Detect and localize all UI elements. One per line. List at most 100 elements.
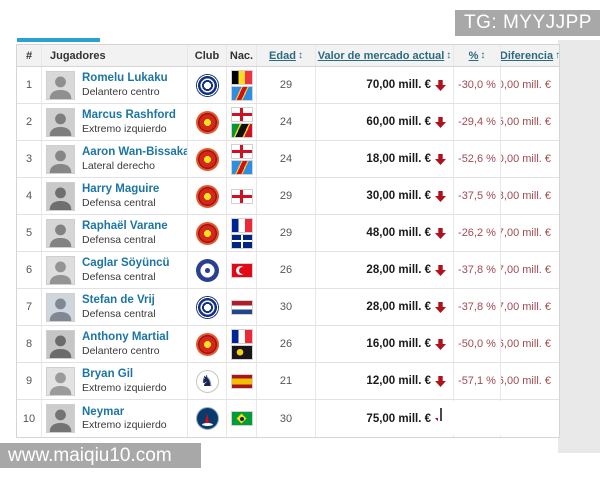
player-name-link[interactable]: Caglar Söyüncü	[82, 257, 170, 270]
player-avatar	[46, 255, 75, 285]
market-value: 28,00 mill. €	[366, 264, 431, 276]
percent-cell: -50,0 %	[454, 326, 501, 362]
player-position: Defensa central	[82, 270, 156, 283]
col-header-nationality: Nac.	[227, 45, 257, 66]
sort-value-link[interactable]: Valor de mercado actual	[317, 49, 445, 62]
col-header-age[interactable]: Edad ↕	[257, 45, 316, 66]
player-avatar	[46, 181, 75, 211]
erased-area-tick-mark	[440, 408, 442, 421]
arrow-down-icon	[435, 264, 446, 276]
sort-percent-link[interactable]: %	[468, 49, 479, 62]
col-header-rank: #	[17, 45, 42, 66]
sort-age-link[interactable]: Edad	[269, 49, 296, 62]
club-logo-inter-icon[interactable]	[195, 295, 219, 319]
nationality-cell	[227, 215, 257, 251]
player-name-link[interactable]: Anthony Martial	[82, 331, 169, 344]
flag-turkey-icon	[231, 263, 252, 277]
table-row: 1 Romelu Lukaku Delantero centro 29 70,00…	[17, 67, 559, 104]
players-table: # Jugadores Club Nac. Edad ↕ Valor de mer…	[16, 44, 560, 438]
player-name-link[interactable]: Raphaël Varane	[82, 220, 168, 233]
player-position: Defensa central	[82, 307, 156, 320]
market-value: 75,00 mill. €	[366, 412, 431, 425]
age-cell: 30	[257, 289, 316, 325]
table-row: 2 Marcus Rashford Extremo izquierdo 24 60…	[17, 104, 559, 141]
sort-updown-icon[interactable]: ↕	[480, 50, 486, 61]
col-header-difference[interactable]: Diferencia ↑	[501, 45, 559, 66]
flag-belgium-icon	[231, 70, 252, 84]
player-name-link[interactable]: Bryan Gil	[82, 368, 134, 381]
rank-cell: 8	[17, 326, 42, 362]
table-row: 4 Harry Maguire Defensa central 29 30,00 …	[17, 178, 559, 215]
sort-updown-icon[interactable]: ↕	[446, 50, 452, 61]
watermark-top: TG: MYYJJPP	[455, 10, 600, 36]
player-avatar	[46, 70, 75, 100]
club-logo-manchester-united-icon[interactable]	[195, 110, 219, 134]
col-header-market-value[interactable]: Valor de mercado actual ↕	[316, 45, 454, 66]
nationality-cell	[227, 363, 257, 399]
market-value-cell: 28,00 mill. €	[316, 252, 454, 288]
club-cell	[188, 215, 227, 251]
table-row: 8 Anthony Martial Delantero centro 26 16,…	[17, 326, 559, 363]
rank-cell: 7	[17, 289, 42, 325]
club-logo-manchester-united-icon[interactable]	[195, 332, 219, 356]
player-name-link[interactable]: Harry Maguire	[82, 183, 160, 196]
club-cell	[188, 326, 227, 362]
club-logo-manchester-united-icon[interactable]	[195, 184, 219, 208]
player-position: Extremo izquierdo	[82, 122, 167, 135]
flag-guadeloupe-icon	[231, 345, 252, 359]
club-cell	[188, 400, 227, 437]
percent-cell: -57,1 %	[454, 363, 501, 399]
player-avatar	[46, 107, 75, 137]
age-cell: 30	[257, 400, 316, 437]
watermark-bottom: www.maiqiu10.com	[0, 443, 201, 468]
player-cell: Bryan Gil Extremo izquierdo	[42, 363, 188, 399]
sort-difference-link[interactable]: Diferencia	[501, 49, 554, 62]
flag-england-icon	[231, 107, 252, 121]
age-cell: 29	[257, 67, 316, 103]
player-name-link[interactable]: Marcus Rashford	[82, 109, 176, 122]
club-logo-tottenham-icon[interactable]: ♞	[195, 369, 219, 393]
player-cell: Marcus Rashford Extremo izquierdo	[42, 104, 188, 140]
club-logo-manchester-united-icon[interactable]	[195, 147, 219, 171]
nationality-cell	[227, 178, 257, 214]
flag-martinique-icon	[231, 234, 252, 248]
rank-cell: 2	[17, 104, 42, 140]
flag-france-icon	[231, 329, 252, 343]
percent-cell: -30,0 %	[454, 67, 501, 103]
market-value: 48,00 mill. €	[366, 227, 431, 239]
club-logo-psg-icon[interactable]	[195, 407, 219, 430]
player-position: Extremo izquierdo	[82, 419, 167, 432]
club-cell	[188, 252, 227, 288]
player-position: Delantero centro	[82, 85, 160, 98]
club-logo-manchester-united-icon[interactable]	[195, 221, 219, 245]
nationality-cell	[227, 141, 257, 177]
col-header-percent[interactable]: % ↕	[454, 45, 501, 66]
player-name-link[interactable]: Neymar	[82, 405, 125, 418]
col-header-players: Jugadores	[42, 45, 188, 66]
player-name-link[interactable]: Aaron Wan-Bissaka	[82, 146, 188, 159]
difference-cell: -16,00 mill. €	[501, 375, 551, 387]
flag-england-icon	[231, 144, 252, 158]
nationality-cell	[227, 326, 257, 362]
rank-cell: 3	[17, 141, 42, 177]
arrow-down-icon	[435, 338, 446, 350]
table-row: 9 Bryan Gil Extremo izquierdo ♞ 21 12,00 …	[17, 363, 559, 400]
sort-up-icon[interactable]: ↑	[555, 50, 559, 61]
flag-dr-congo-icon	[231, 86, 252, 100]
sort-updown-icon[interactable]: ↕	[297, 50, 303, 61]
table-row: 5 Raphaël Varane Defensa central 29 48,00…	[17, 215, 559, 252]
nationality-cell	[227, 400, 257, 437]
player-avatar	[46, 404, 75, 433]
difference-cell: -17,00 mill. €	[501, 227, 551, 239]
rank-cell: 6	[17, 252, 42, 288]
club-logo-leicester-icon[interactable]	[195, 258, 219, 282]
player-avatar	[46, 329, 75, 359]
age-cell: 24	[257, 104, 316, 140]
market-value-cell: 12,00 mill. €	[316, 363, 454, 399]
market-value: 60,00 mill. €	[366, 116, 431, 128]
club-cell	[188, 178, 227, 214]
player-avatar	[46, 292, 75, 322]
player-name-link[interactable]: Stefan de Vrij	[82, 294, 155, 307]
club-logo-inter-icon[interactable]	[195, 73, 219, 97]
player-name-link[interactable]: Romelu Lukaku	[82, 72, 168, 85]
